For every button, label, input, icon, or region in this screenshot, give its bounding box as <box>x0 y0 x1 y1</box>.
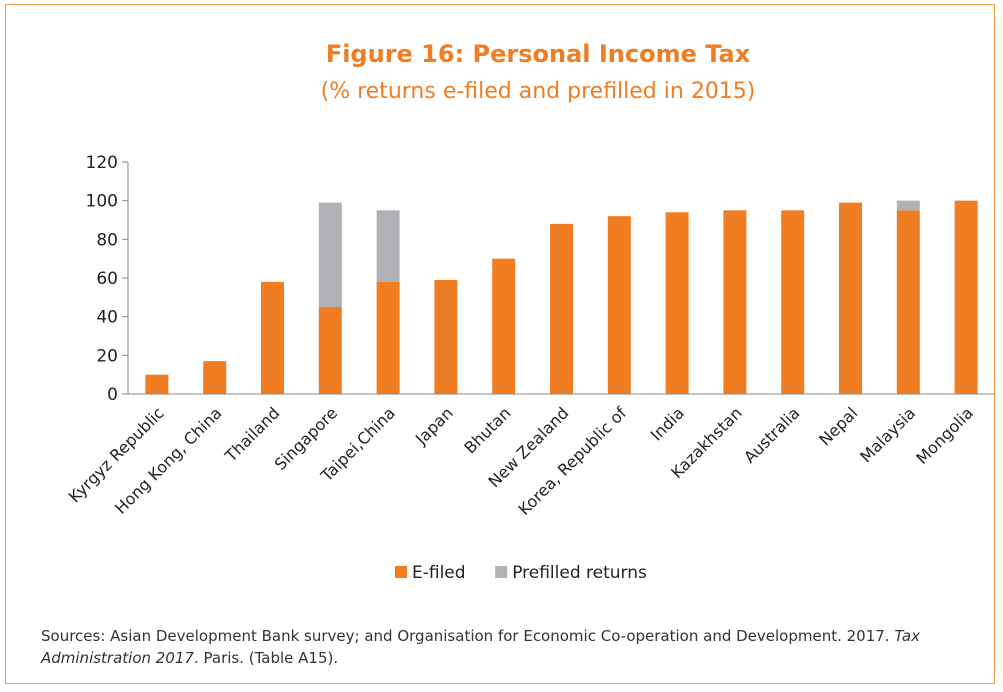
source-text: Sources: Asian Development Bank survey; … <box>41 627 895 645</box>
chart-title: Figure 16: Personal Income Tax <box>326 40 751 68</box>
legend-label-prefilled: Prefilled returns <box>512 563 647 583</box>
bar-efiled <box>665 212 689 394</box>
bar-efiled <box>376 281 400 394</box>
y-tick-label: 40 <box>96 308 118 328</box>
bar-efiled <box>550 223 573 394</box>
source-publication-title: Tax Administration 2017 <box>41 627 921 667</box>
bar-efiled <box>318 307 342 394</box>
chart-subtitle: (% returns e-filed and prefilled in 2015… <box>321 79 756 104</box>
x-category-label: Bhutan <box>460 403 514 457</box>
y-tick-label: 0 <box>107 385 118 405</box>
y-tick-label: 100 <box>86 192 118 212</box>
y-tick-label: 120 <box>86 153 118 173</box>
bar-prefilled <box>318 202 342 307</box>
bar-efiled <box>261 281 284 394</box>
x-category-label: India <box>647 403 688 444</box>
x-category-label: Mongolia <box>912 403 977 468</box>
y-tick-label: 60 <box>96 269 118 289</box>
bar-efiled <box>781 210 805 394</box>
legend: E-filed Prefilled returns <box>395 563 647 583</box>
x-category-label: Malaysia <box>856 403 919 466</box>
y-axis: 0 20 40 60 80 100 120 <box>86 153 129 405</box>
chart: Figure 16: Personal Income Tax (% return… <box>65 40 995 583</box>
bar-efiled <box>839 202 862 394</box>
x-category-label: Nepal <box>815 403 861 449</box>
y-tick-label: 80 <box>96 230 118 250</box>
y-tick-label: 20 <box>96 346 118 366</box>
source-note: Sources: Asian Development Bank survey; … <box>41 625 941 669</box>
bar-efiled <box>723 210 747 394</box>
bar-efiled <box>203 361 227 394</box>
source-text-end: . Paris. (Table A15). <box>193 649 339 667</box>
bar-efiled <box>145 374 169 394</box>
legend-swatch-prefilled <box>495 566 508 578</box>
bar-efiled <box>492 258 516 394</box>
x-category-label: Japan <box>411 403 457 449</box>
legend-label-efiled: E-filed <box>412 563 466 583</box>
x-category-label: Hong Kong, China <box>111 403 225 517</box>
x-category-label: Australia <box>740 403 803 466</box>
bar-efiled <box>896 210 920 394</box>
bar-efiled <box>607 216 631 394</box>
bar-efiled <box>954 200 978 394</box>
bar-efiled <box>434 279 458 394</box>
x-category-label: Kyrgyz Republic <box>65 403 168 506</box>
bar-prefilled <box>896 200 920 211</box>
bar-prefilled <box>376 210 400 282</box>
bars <box>145 200 978 394</box>
x-category-label: Korea, Republic of <box>515 403 631 519</box>
legend-swatch-efiled <box>395 566 407 578</box>
